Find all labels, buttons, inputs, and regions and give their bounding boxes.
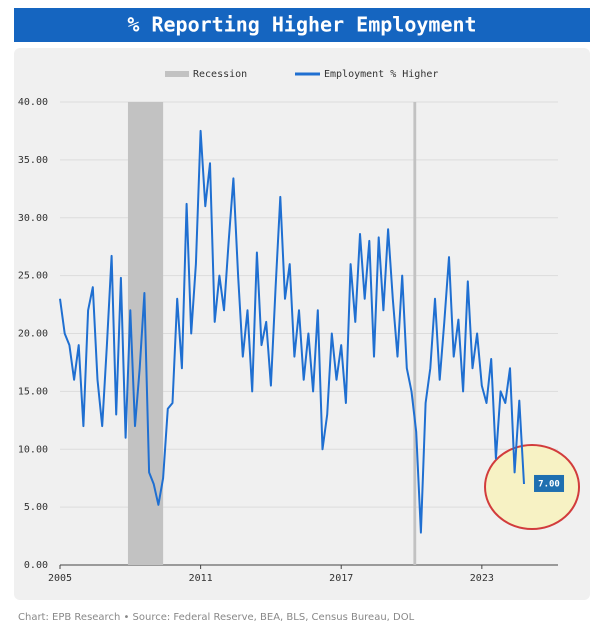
- x-tick-label: 2005: [48, 573, 72, 584]
- y-tick-label: 5.00: [24, 502, 48, 513]
- legend-label: Recession: [193, 69, 247, 80]
- title-banner: [14, 8, 590, 42]
- x-tick-label: 2017: [329, 573, 353, 584]
- value-label: 7.00: [538, 479, 560, 489]
- y-tick-label: 30.00: [18, 213, 48, 224]
- chart-title: % Reporting Higher Employment: [127, 13, 476, 37]
- data-line: [59, 129, 525, 534]
- y-tick-label: 20.00: [18, 329, 48, 340]
- y-tick-label: 35.00: [18, 155, 48, 166]
- y-tick-label: 10.00: [18, 444, 48, 455]
- legend-swatch: [165, 71, 189, 77]
- x-tick-label: 2011: [189, 573, 213, 584]
- x-tick-label: 2023: [470, 573, 494, 584]
- y-tick-label: 0.00: [24, 560, 48, 571]
- highlight-circle: [484, 443, 581, 530]
- y-tick-label: 15.00: [18, 386, 48, 397]
- legend-label: Employment % Higher: [324, 69, 438, 80]
- y-tick-label: 40.00: [18, 97, 48, 108]
- recession-band: [413, 102, 417, 565]
- footer: Chart: EPB Research • Source: Federal Re…: [18, 612, 415, 623]
- value-label-box: [534, 474, 565, 492]
- y-tick-label: 25.00: [18, 271, 48, 282]
